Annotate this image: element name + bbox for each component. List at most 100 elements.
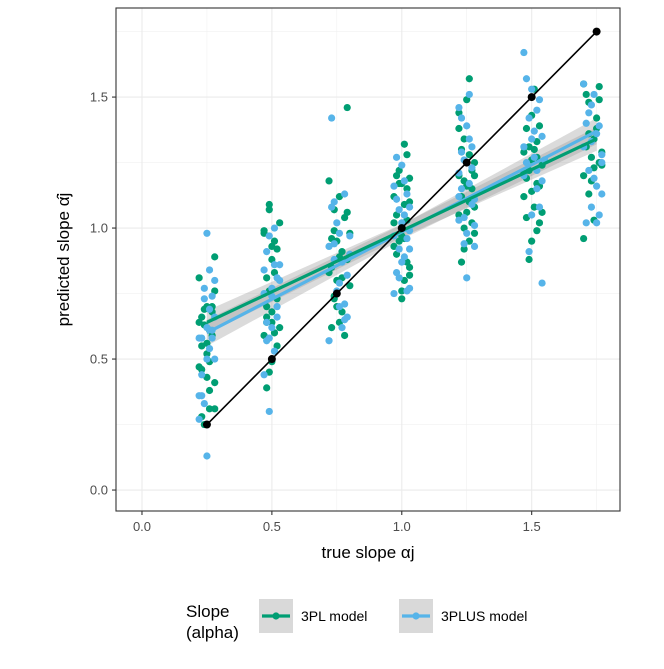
data-point-3pl xyxy=(520,193,528,201)
data-point-3plus xyxy=(208,292,216,300)
identity-point xyxy=(202,420,211,429)
data-point-3plus xyxy=(405,284,414,292)
data-point-3plus xyxy=(200,399,208,408)
data-point-3pl xyxy=(260,227,268,235)
data-point-3plus xyxy=(538,132,546,140)
data-point-3plus xyxy=(268,324,276,332)
data-point-3plus xyxy=(405,203,414,211)
data-point-3pl xyxy=(457,258,466,266)
data-point-3plus xyxy=(276,261,284,269)
data-point-3pl xyxy=(265,200,273,209)
data-point-3plus xyxy=(530,127,538,135)
data-point-3pl xyxy=(580,234,588,243)
data-point-3plus xyxy=(205,266,214,274)
data-point-3plus xyxy=(200,284,208,292)
x-tick-label: 1.5 xyxy=(523,519,541,534)
data-point-3plus xyxy=(260,371,268,379)
data-point-3plus xyxy=(582,219,590,227)
data-point-3pl xyxy=(525,255,533,264)
data-point-3plus xyxy=(263,318,271,326)
legend-key-point-3plus xyxy=(412,612,420,620)
data-point-3plus xyxy=(198,371,206,379)
data-point-3pl xyxy=(263,303,271,311)
data-point-3pl xyxy=(593,114,601,122)
plot-frame xyxy=(115,7,621,512)
data-point-3plus xyxy=(346,232,354,240)
data-point-3pl xyxy=(582,90,590,99)
data-point-3plus xyxy=(463,122,471,130)
data-point-3plus xyxy=(470,242,479,251)
data-point-3pl xyxy=(460,135,468,143)
data-point-3plus xyxy=(522,158,531,167)
data-point-3plus xyxy=(528,135,536,143)
data-point-3pl xyxy=(268,318,276,326)
data-point-3plus xyxy=(400,177,408,185)
data-point-3pl xyxy=(390,219,398,227)
data-point-3plus xyxy=(203,452,211,460)
data-point-3pl xyxy=(398,287,406,295)
data-point-3plus xyxy=(528,85,536,93)
data-point-3pl xyxy=(533,227,541,235)
y-tick-label: 1.5 xyxy=(90,90,108,105)
data-point-3pl xyxy=(341,331,349,340)
data-point-3plus xyxy=(335,229,344,237)
data-point-3plus xyxy=(270,261,279,269)
data-point-3plus xyxy=(593,182,601,190)
legend-title: (alpha) xyxy=(186,623,239,642)
data-point-3plus xyxy=(528,211,536,219)
data-point-3pl xyxy=(528,237,536,245)
data-point-3pl xyxy=(535,219,544,227)
y-tick-label: 0.0 xyxy=(90,483,108,498)
data-point-3plus xyxy=(460,240,468,248)
data-point-3plus xyxy=(457,185,466,193)
data-point-3pl xyxy=(325,177,333,185)
y-tick-label: 0.5 xyxy=(90,352,108,367)
data-point-3plus xyxy=(273,274,281,282)
data-point-3plus xyxy=(392,153,401,161)
data-point-3plus xyxy=(455,193,463,201)
data-point-3pl xyxy=(198,365,206,374)
data-point-3plus xyxy=(533,185,541,193)
data-point-3plus xyxy=(343,271,351,279)
data-point-3plus xyxy=(585,166,593,175)
data-point-3plus xyxy=(598,158,606,167)
data-point-3plus xyxy=(582,119,590,127)
data-point-3plus xyxy=(390,182,398,190)
data-point-3plus xyxy=(535,96,544,104)
data-point-3pl xyxy=(403,185,411,193)
data-point-3plus xyxy=(468,200,476,209)
data-point-3pl xyxy=(403,151,411,159)
data-point-3plus xyxy=(198,392,206,400)
data-point-3pl xyxy=(585,190,593,198)
data-point-3plus xyxy=(203,229,211,237)
data-point-3plus xyxy=(585,109,593,117)
data-point-3plus xyxy=(525,248,533,256)
data-point-3plus xyxy=(538,279,546,287)
data-point-3plus xyxy=(335,279,344,287)
data-point-3plus xyxy=(392,195,401,203)
data-point-3pl xyxy=(200,305,208,313)
data-point-3pl xyxy=(595,82,603,91)
data-point-3plus xyxy=(580,80,588,88)
data-point-3plus xyxy=(598,190,606,198)
data-point-3plus xyxy=(325,337,333,345)
data-point-3plus xyxy=(590,90,598,99)
x-tick-label: 1.0 xyxy=(393,519,411,534)
data-point-3plus xyxy=(211,355,219,363)
data-point-3plus xyxy=(270,224,279,232)
data-point-3pl xyxy=(195,318,203,326)
identity-point xyxy=(462,158,471,167)
data-point-3plus xyxy=(205,344,214,353)
data-point-3plus xyxy=(330,198,338,206)
data-point-3plus xyxy=(265,232,273,240)
data-point-3pl xyxy=(392,172,401,180)
data-point-3pl xyxy=(405,263,414,271)
data-point-3pl xyxy=(328,324,336,332)
data-point-3plus xyxy=(593,219,601,227)
data-point-3pl xyxy=(470,229,479,237)
legend-title: Slope xyxy=(186,602,229,621)
data-point-3plus xyxy=(455,216,463,224)
data-point-3plus xyxy=(341,190,349,198)
